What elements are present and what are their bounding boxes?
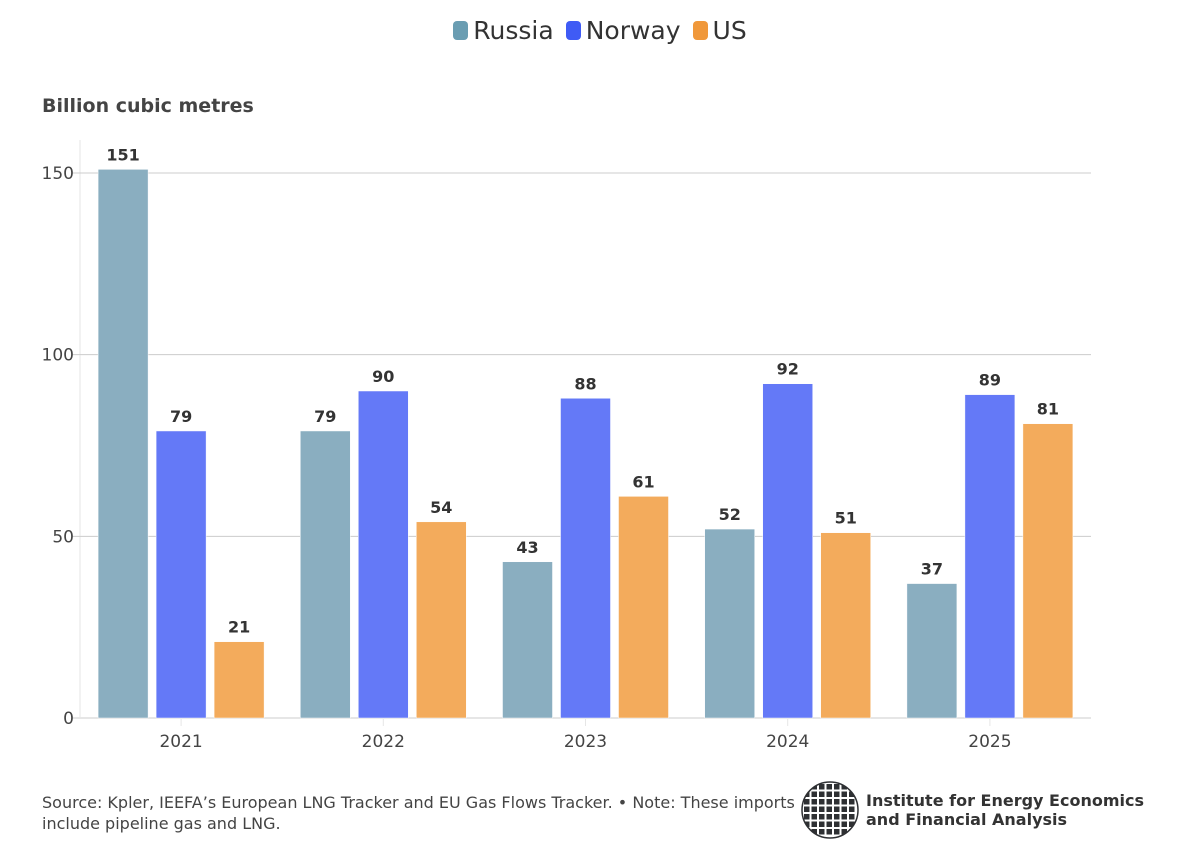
bar-us-2021 — [213, 641, 265, 719]
data-label: 43 — [516, 538, 538, 557]
y-tick-label: 150 — [42, 164, 74, 184]
data-label: 37 — [921, 560, 943, 579]
logo-line-2: and Financial Analysis — [866, 810, 1068, 829]
bar-russia-2021 — [97, 169, 149, 719]
y-tick-label: 50 — [52, 527, 74, 547]
bar-norway-2023 — [560, 398, 611, 719]
globe-icon — [801, 781, 859, 839]
data-label: 89 — [979, 371, 1001, 390]
y-tick-label: 0 — [63, 709, 74, 729]
logo-text: Institute for Energy Economics and Finan… — [866, 791, 1144, 829]
bar-us-2023 — [618, 496, 669, 719]
data-label: 21 — [228, 618, 250, 637]
y-tick-label: 100 — [42, 346, 74, 366]
data-label: 90 — [372, 367, 394, 386]
bar-norway-2022 — [358, 390, 409, 719]
legend-swatch-norway — [565, 21, 581, 40]
data-label: 79 — [170, 407, 192, 426]
x-tick-label: 2022 — [362, 732, 405, 752]
legend: Russia Norway US — [0, 16, 1200, 45]
bar-russia-2023 — [502, 561, 553, 719]
data-label: 81 — [1037, 400, 1059, 419]
data-label: 54 — [430, 498, 452, 517]
x-tick-label: 2023 — [564, 732, 607, 752]
data-label: 88 — [574, 374, 596, 393]
ieefa-logo: Institute for Energy Economics and Finan… — [800, 780, 1144, 840]
bar-russia-2022 — [300, 430, 351, 719]
source-note: Source: Kpler, IEEFA’s European LNG Trac… — [42, 793, 795, 833]
data-label: 79 — [314, 407, 336, 426]
bar-chart: 0 50 100 150 2021 151 79 21 2022 79 90 54 2023 43 88 61… — [42, 140, 1091, 752]
x-tick-label: 2021 — [159, 732, 202, 752]
data-label: 92 — [777, 360, 799, 379]
legend-item-us[interactable]: US — [692, 16, 747, 45]
legend-swatch-russia — [453, 21, 469, 40]
logo-line-1: Institute for Energy Economics — [866, 791, 1144, 810]
data-label: 61 — [632, 472, 654, 491]
bar-russia-2024 — [704, 528, 755, 719]
legend-label-us: US — [712, 16, 747, 45]
y-axis-title: Billion cubic metres — [42, 95, 254, 117]
bar-us-2025 — [1022, 423, 1074, 719]
bar-norway-2024 — [762, 383, 813, 719]
legend-label-russia: Russia — [473, 16, 554, 45]
x-tick-label: 2025 — [968, 732, 1011, 752]
legend-label-norway: Norway — [585, 16, 681, 45]
legend-item-norway[interactable]: Norway — [565, 16, 681, 45]
legend-item-russia[interactable]: Russia — [453, 16, 554, 45]
bar-russia-2025 — [906, 583, 958, 719]
bar-us-2024 — [820, 532, 871, 719]
bar-norway-2025 — [964, 394, 1016, 719]
x-tick-label: 2024 — [766, 732, 809, 752]
bar-us-2022 — [416, 521, 467, 719]
data-label: 151 — [106, 145, 139, 164]
data-label: 51 — [835, 509, 857, 528]
legend-swatch-us — [692, 21, 708, 40]
data-label: 52 — [719, 505, 741, 524]
bar-norway-2021 — [155, 430, 207, 719]
